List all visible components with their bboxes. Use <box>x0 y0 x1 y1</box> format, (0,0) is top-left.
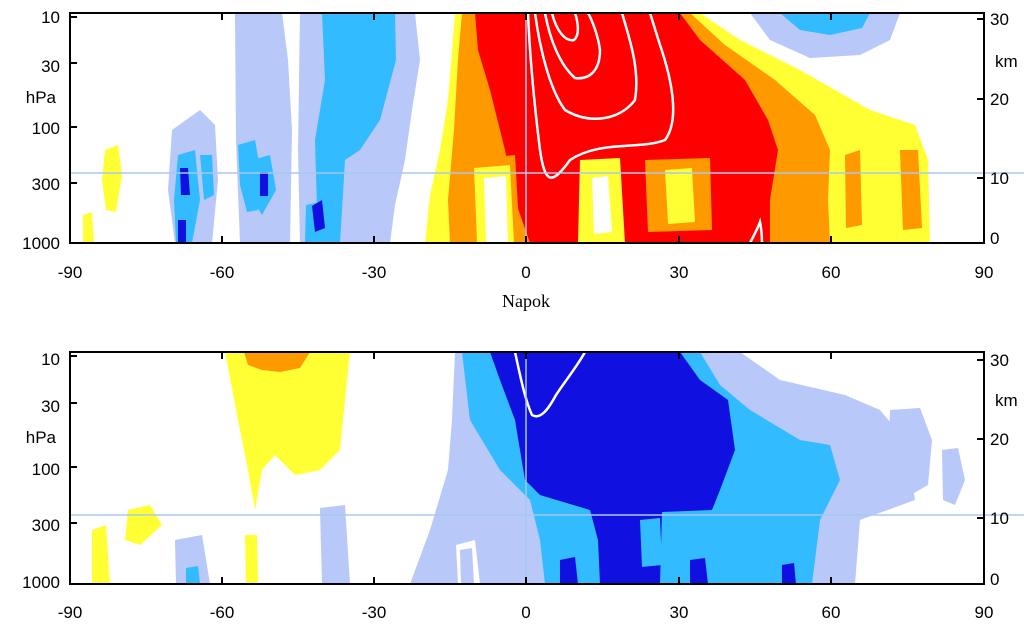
bottom-y-tick-label: 30 <box>41 397 60 416</box>
top-y2-tick-label: 20 <box>990 90 1009 109</box>
bottom-y-tick-label: 300 <box>32 516 60 535</box>
top-contour-2 <box>533 13 638 120</box>
top-panel: -90 -60 -30 0 30 60 90 10 30 hPa 100 300… <box>22 8 1024 311</box>
bottom-warm-yellow-spot-2 <box>92 525 110 584</box>
bottom-x-tick-label: 0 <box>521 603 530 622</box>
top-y-tick-label: 300 <box>32 175 60 194</box>
bottom-panel-fields <box>92 352 965 584</box>
top-y-tick-label: 30 <box>41 57 60 76</box>
top-warm-yellow-edge-spot <box>83 212 94 243</box>
top-warm-white-hole-left2 <box>484 176 508 243</box>
top-y2-tick-label: 0 <box>990 229 999 248</box>
bottom-cool-dark-spot-3 <box>782 563 796 584</box>
top-y2-tick-label: 10 <box>990 169 1009 188</box>
top-contour-5 <box>748 217 764 243</box>
bottom-y2-tick-label: 20 <box>990 430 1009 449</box>
top-y-tick-labels: 10 30 hPa 100 300 1000 <box>22 8 60 253</box>
bottom-cool-mid-pocket <box>640 518 662 567</box>
bottom-y2-tick-label: 0 <box>990 570 999 589</box>
bottom-warm-yellow-spot-3 <box>245 535 258 584</box>
bottom-y-tick-label: 1000 <box>22 573 60 592</box>
top-y-tick-label: 10 <box>41 8 60 27</box>
top-cool-mid-blob <box>780 13 870 35</box>
bottom-x-tick-label: -90 <box>58 603 83 622</box>
top-warm-yellow-left-spot <box>102 145 122 212</box>
top-x-tick-label: 60 <box>822 263 841 282</box>
bottom-cool-dark-spot-1 <box>560 557 578 584</box>
bottom-cool-light-blob-left2 <box>320 505 350 584</box>
top-y-axis-label: hPa <box>26 88 57 107</box>
top-cool-mid-band-1 <box>315 13 396 243</box>
bottom-cool-dark-region <box>490 352 735 584</box>
bottom-cool-light-blob-left <box>175 535 210 584</box>
top-y2-tick-label: 30 <box>990 10 1009 29</box>
top-x-tick-label: 90 <box>975 263 994 282</box>
top-panel-fields <box>83 13 930 243</box>
top-cool-mid-band-5 <box>200 155 214 200</box>
bottom-x-tick-label: 60 <box>822 603 841 622</box>
bottom-cool-light-blob-right2 <box>942 448 965 505</box>
bottom-cool-mid-spot-left <box>186 566 200 584</box>
bottom-x-tick-labels: -90 -60 -30 0 30 60 90 <box>58 603 994 622</box>
top-x-ticks <box>69 13 985 243</box>
bottom-warm-orange-top <box>244 352 310 372</box>
bottom-cool-light-pocket-left <box>460 548 474 584</box>
top-x-tick-labels: -90 -60 -30 0 30 60 90 <box>58 263 994 282</box>
top-y2-tick-labels: 30 km 20 10 0 <box>990 10 1018 248</box>
top-cool-dark-spot-4 <box>178 220 186 243</box>
top-y-tick-label: 100 <box>32 119 60 138</box>
top-cool-dark-spot-2 <box>260 172 268 196</box>
top-y-tick-label: 1000 <box>22 234 60 253</box>
x-axis-label: Napok <box>502 291 550 311</box>
bottom-y-axis-label: hPa <box>26 428 57 447</box>
bottom-y2-tick-label: 30 <box>990 351 1009 370</box>
bottom-y2-tick-label: 10 <box>990 509 1009 528</box>
bottom-y-tick-label: 100 <box>32 460 60 479</box>
bottom-panel: -90 -60 -30 0 30 60 90 10 30 hPa 100 300… <box>22 350 1024 622</box>
bottom-cool-dark-spot-2 <box>690 558 708 584</box>
bottom-y2-tick-labels: 30 km 20 10 0 <box>990 351 1018 589</box>
bottom-warm-yellow-spot-1 <box>125 505 162 545</box>
bottom-warm-yellow-band <box>225 352 350 510</box>
bottom-x-ticks <box>69 352 985 584</box>
top-contour-4 <box>550 13 580 42</box>
top-cool-dark-spot-1 <box>180 168 190 195</box>
bottom-cool-light-blob-right <box>888 408 932 498</box>
bottom-x-tick-label: 90 <box>975 603 994 622</box>
top-x-tick-label: -30 <box>362 263 387 282</box>
top-x-tick-label: 0 <box>521 263 530 282</box>
top-contour-1 <box>526 13 675 179</box>
bottom-y-tick-labels: 10 30 hPa 100 300 1000 <box>22 350 60 592</box>
bottom-contour-1 <box>513 352 587 418</box>
top-contours <box>526 13 764 243</box>
bottom-y-tick-label: 10 <box>41 350 60 369</box>
bottom-x-tick-label: -60 <box>210 603 235 622</box>
top-warm-orange-streak-2 <box>900 150 922 230</box>
top-x-tick-label: 30 <box>670 263 689 282</box>
top-warm-yellow-pocket-3 <box>665 168 695 224</box>
top-contour-3 <box>543 13 602 80</box>
top-warm-white-pocket-2 <box>592 176 612 234</box>
top-cool-dark-spot-3 <box>312 200 325 232</box>
bottom-y2-axis-label: km <box>995 391 1018 410</box>
top-warm-orange-streak-1 <box>845 150 862 228</box>
top-warm-orange-streak-3 <box>786 165 802 218</box>
top-x-tick-label: -60 <box>210 263 235 282</box>
top-x-tick-label: -90 <box>58 263 83 282</box>
bottom-x-tick-label: 30 <box>670 603 689 622</box>
bottom-x-tick-label: -30 <box>362 603 387 622</box>
top-y2-axis-label: km <box>995 52 1018 71</box>
